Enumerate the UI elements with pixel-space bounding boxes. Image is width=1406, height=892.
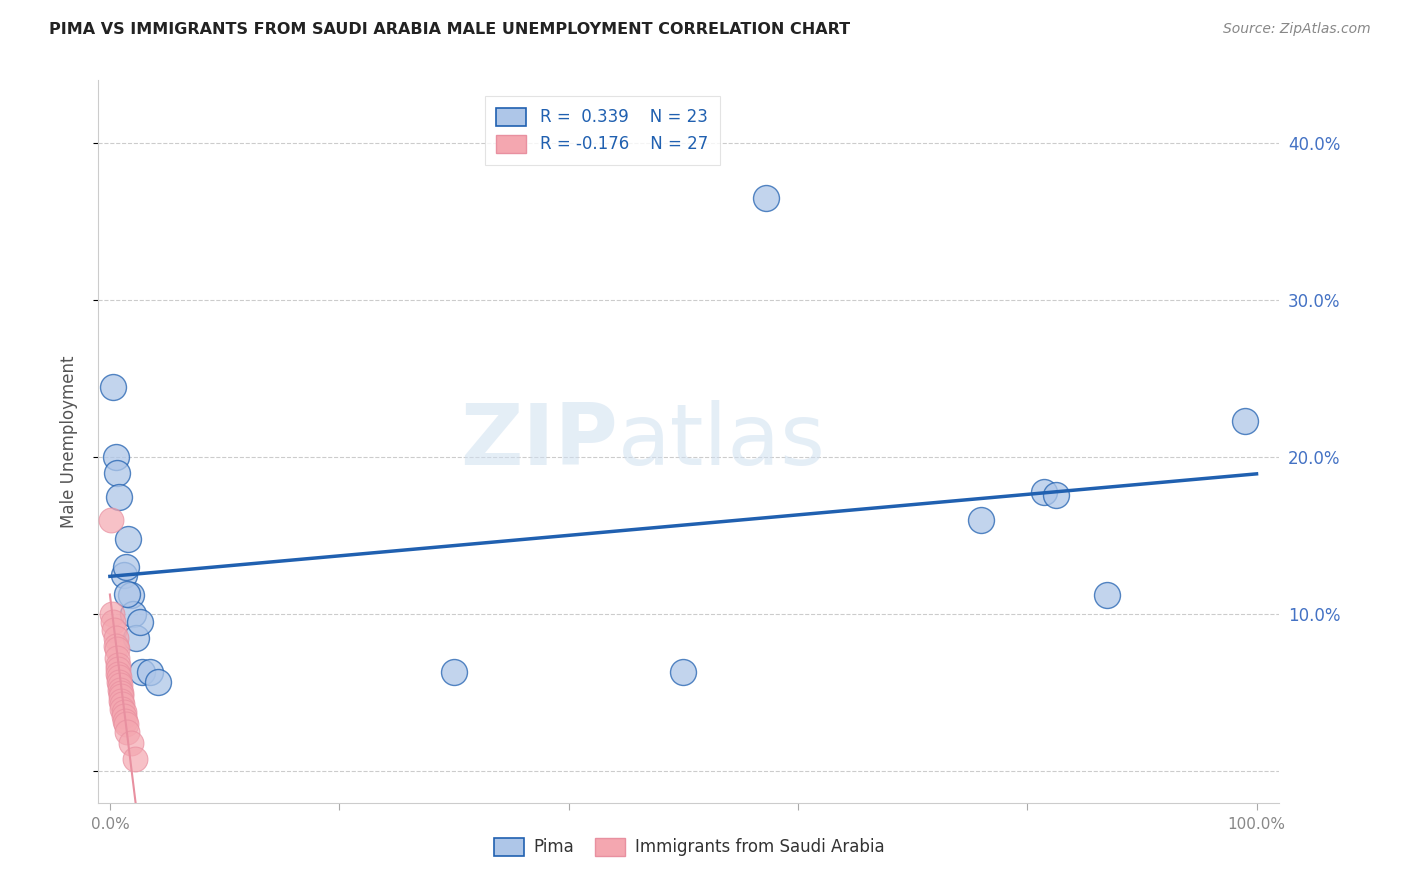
Point (100, 513, 122, 527)
Point (115, 725, 138, 739)
Point (111, 701, 134, 715)
Point (120, 736, 142, 750)
Legend: Pima, Immigrants from Saudi Arabia: Pima, Immigrants from Saudi Arabia (486, 831, 891, 863)
Point (124, 752, 146, 766)
Point (115, 587, 138, 601)
Point (110, 686, 132, 700)
Point (112, 709, 135, 723)
Point (105, 641, 128, 656)
Point (131, 665, 153, 680)
Point (443, 665, 465, 680)
Text: PIMA VS IMMIGRANTS FROM SAUDI ARABIA MALE UNEMPLOYMENT CORRELATION CHART: PIMA VS IMMIGRANTS FROM SAUDI ARABIA MAL… (49, 22, 851, 37)
Point (108, 670, 131, 684)
Point (117, 532, 139, 546)
Point (111, 697, 134, 711)
Point (107, 667, 129, 681)
Point (104, 450, 127, 465)
Point (970, 513, 993, 527)
Point (110, 694, 132, 708)
Point (1033, 484, 1056, 499)
Point (103, 379, 125, 393)
Point (108, 678, 131, 692)
Point (105, 466, 128, 480)
Point (101, 607, 124, 622)
Point (128, 615, 150, 630)
Point (1234, 414, 1257, 428)
Point (108, 490, 131, 504)
Text: ZIP: ZIP (460, 400, 619, 483)
Point (1097, 589, 1119, 603)
Point (105, 651, 128, 665)
Point (121, 607, 143, 622)
Point (110, 689, 132, 703)
Point (115, 717, 138, 731)
Point (104, 631, 127, 645)
Point (115, 560, 138, 574)
Point (146, 674, 169, 689)
Point (107, 657, 129, 672)
Point (120, 589, 142, 603)
Point (103, 623, 125, 637)
Point (107, 662, 129, 676)
Point (1045, 488, 1067, 502)
Point (112, 705, 135, 719)
Point (672, 665, 695, 680)
Text: atlas: atlas (619, 400, 827, 483)
Text: Source: ZipAtlas.com: Source: ZipAtlas.com (1223, 22, 1371, 37)
Point (755, 191, 778, 205)
Point (125, 631, 148, 645)
Point (104, 639, 127, 653)
Point (108, 682, 131, 697)
Y-axis label: Male Unemployment: Male Unemployment (59, 355, 77, 528)
Point (108, 674, 131, 689)
Point (112, 568, 135, 582)
Point (103, 615, 125, 630)
Point (139, 665, 162, 680)
Point (114, 714, 136, 728)
